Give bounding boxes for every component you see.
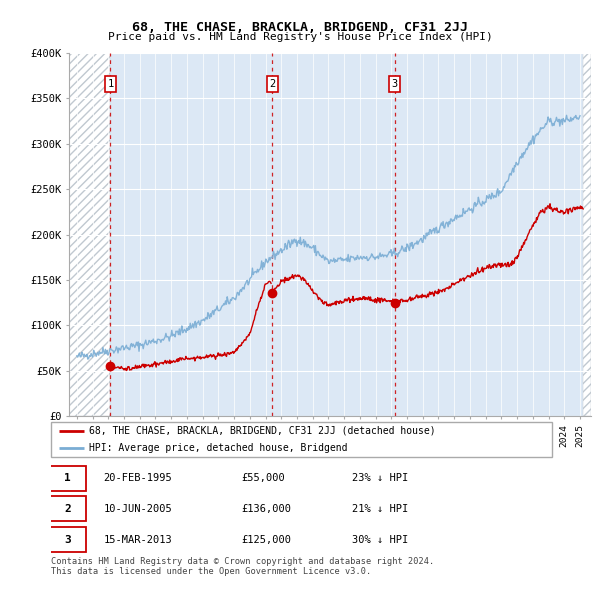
Text: 68, THE CHASE, BRACKLA, BRIDGEND, CF31 2JJ: 68, THE CHASE, BRACKLA, BRIDGEND, CF31 2…	[132, 21, 468, 34]
Text: £55,000: £55,000	[241, 473, 285, 483]
FancyBboxPatch shape	[49, 527, 86, 552]
Text: 68, THE CHASE, BRACKLA, BRIDGEND, CF31 2JJ (detached house): 68, THE CHASE, BRACKLA, BRIDGEND, CF31 2…	[89, 426, 435, 435]
Text: 20-FEB-1995: 20-FEB-1995	[104, 473, 172, 483]
Bar	[583, 53, 591, 416]
Text: 1: 1	[64, 473, 71, 483]
Text: 15-MAR-2013: 15-MAR-2013	[104, 535, 172, 545]
Text: £136,000: £136,000	[241, 504, 292, 514]
Text: 3: 3	[64, 535, 71, 545]
Text: 2: 2	[64, 504, 71, 514]
FancyBboxPatch shape	[49, 496, 86, 522]
Text: 23% ↓ HPI: 23% ↓ HPI	[352, 473, 408, 483]
Text: HPI: Average price, detached house, Bridgend: HPI: Average price, detached house, Brid…	[89, 444, 347, 453]
FancyBboxPatch shape	[49, 466, 86, 491]
Text: Contains HM Land Registry data © Crown copyright and database right 2024.
This d: Contains HM Land Registry data © Crown c…	[51, 557, 434, 576]
Text: 10-JUN-2005: 10-JUN-2005	[104, 504, 172, 514]
Text: 30% ↓ HPI: 30% ↓ HPI	[352, 535, 408, 545]
Text: Price paid vs. HM Land Registry's House Price Index (HPI): Price paid vs. HM Land Registry's House …	[107, 32, 493, 42]
Text: £125,000: £125,000	[241, 535, 292, 545]
Text: 3: 3	[391, 79, 398, 89]
Text: 1: 1	[107, 79, 113, 89]
Text: 21% ↓ HPI: 21% ↓ HPI	[352, 504, 408, 514]
Text: 2: 2	[269, 79, 275, 89]
Bar	[69, 53, 110, 416]
